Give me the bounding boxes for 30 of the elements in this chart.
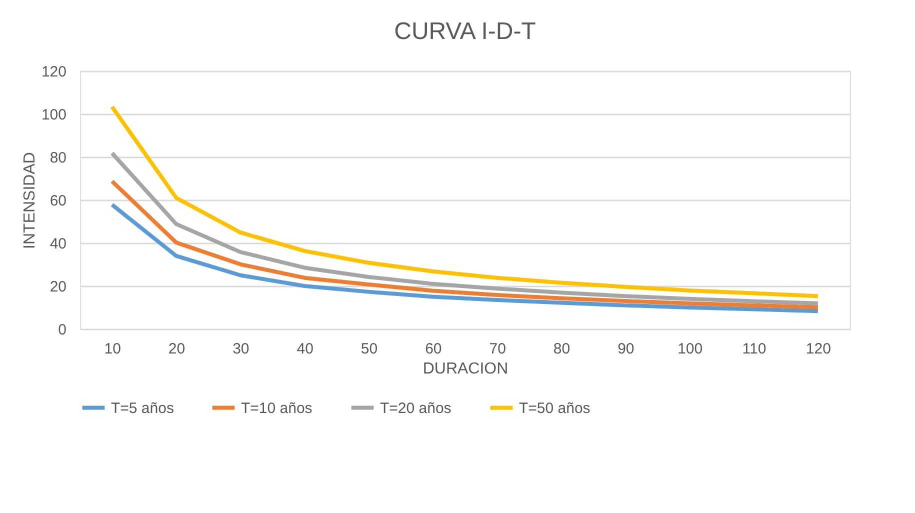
y-tick-label: 120 xyxy=(41,64,66,80)
line-series xyxy=(110,179,820,310)
legend-label: T=50 años xyxy=(519,400,590,417)
legend-label: T=5 años xyxy=(111,400,174,417)
x-tick-label: 50 xyxy=(360,340,378,358)
x-tick-label: 10 xyxy=(104,340,121,358)
x-tick-label: 100 xyxy=(678,340,703,358)
y-tick-label: 40 xyxy=(50,236,66,252)
x-axis-title: DURACION xyxy=(422,360,508,378)
chart-title: CURVA I-D-T xyxy=(394,18,536,45)
legend-label: T=20 años xyxy=(380,400,452,417)
x-tick-label: 120 xyxy=(806,340,831,358)
y-axis-title: INTENSIDAD xyxy=(21,152,38,249)
line-series xyxy=(110,202,820,314)
x-tick-label: 70 xyxy=(489,340,506,358)
x-tick-label: 60 xyxy=(425,340,442,358)
legend-label: T=10 años xyxy=(241,400,312,417)
x-tick-label: 30 xyxy=(232,340,250,358)
y-tick-label: 60 xyxy=(50,192,66,210)
y-tick-label: 0 xyxy=(58,322,66,338)
line-series xyxy=(110,104,820,298)
x-tick-label: 90 xyxy=(618,340,634,358)
y-tick-label: 100 xyxy=(41,106,66,124)
line-series xyxy=(110,151,820,306)
x-tick-label: 80 xyxy=(553,340,570,358)
y-tick-label: 80 xyxy=(50,150,66,166)
x-tick-label: 40 xyxy=(296,340,314,358)
x-tick-label: 110 xyxy=(742,340,766,358)
y-tick-label: 20 xyxy=(50,278,66,296)
x-tick-label: 20 xyxy=(168,340,186,358)
